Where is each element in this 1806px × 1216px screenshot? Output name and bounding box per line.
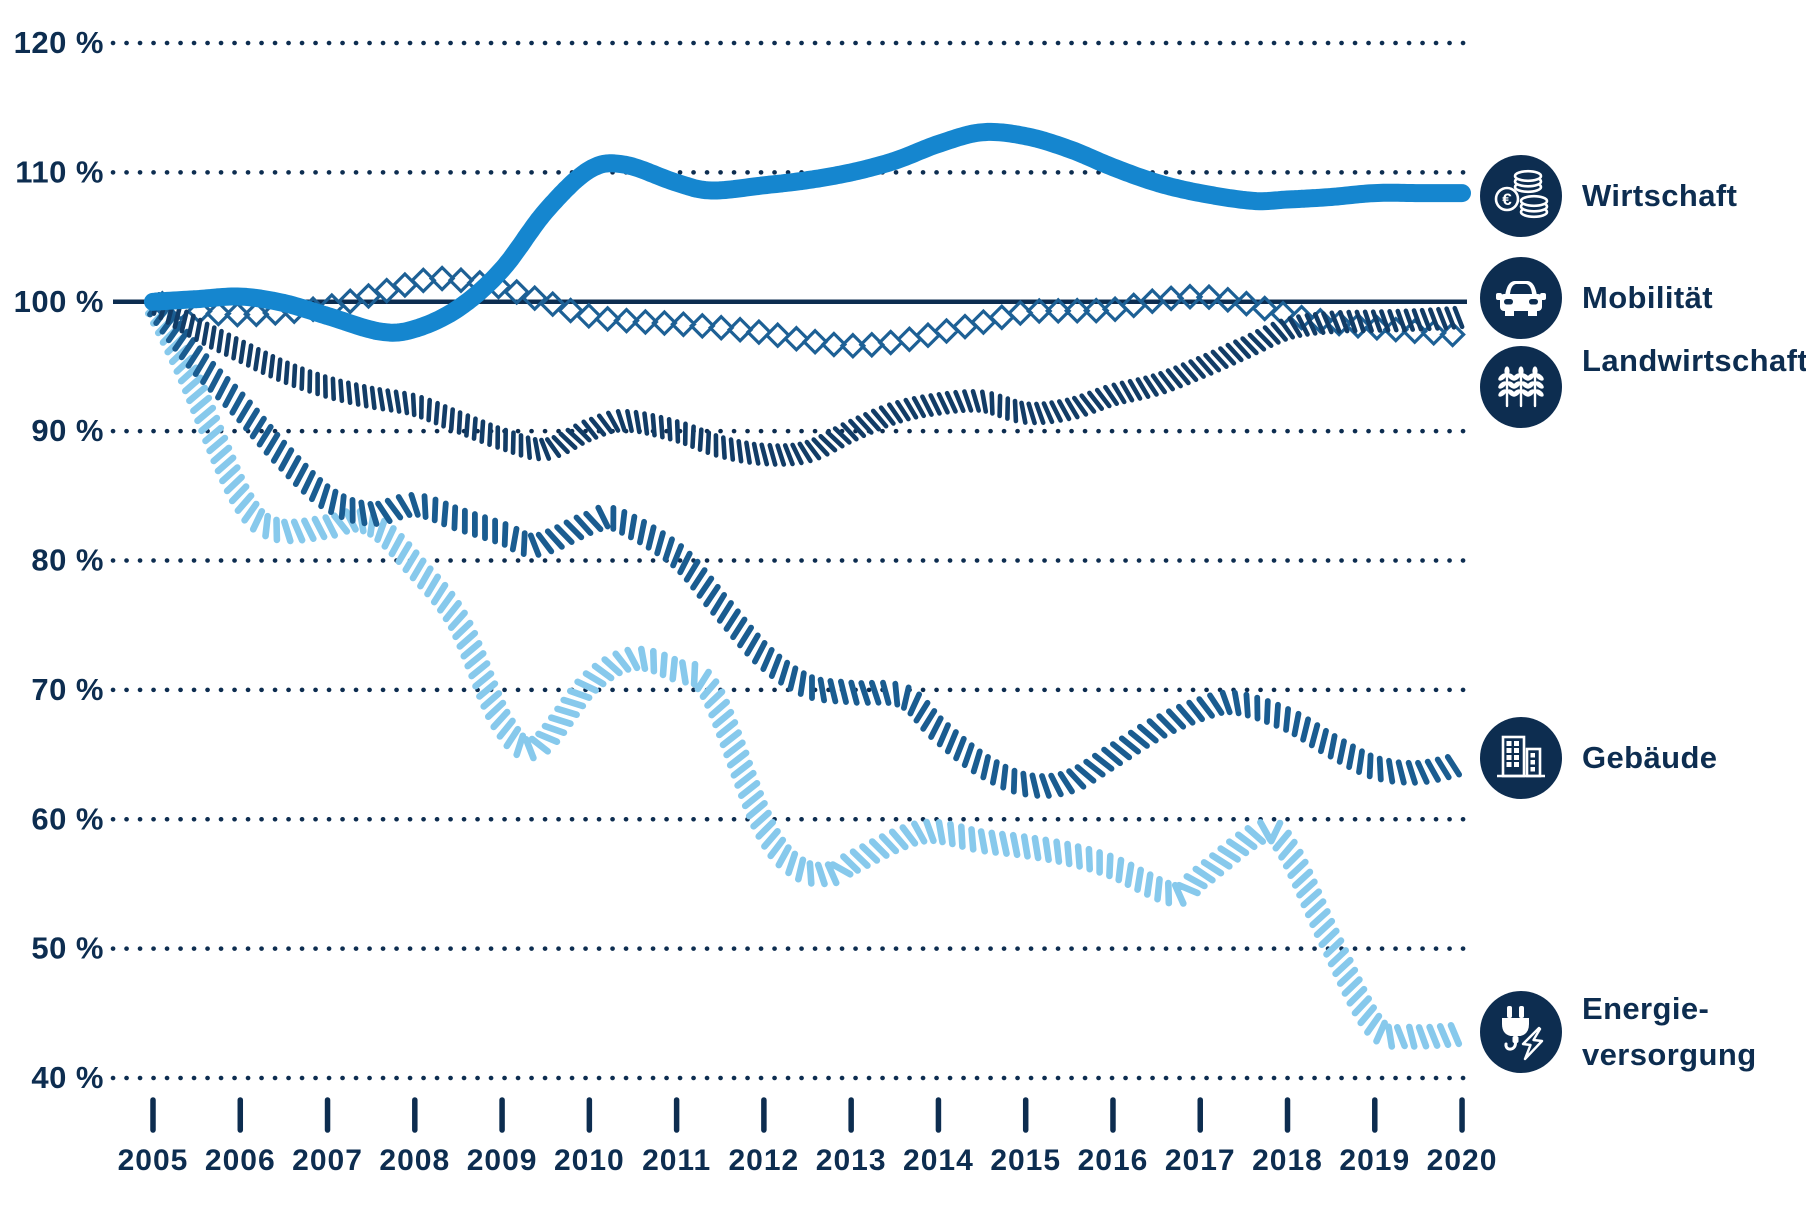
svg-text:€: € [1502, 190, 1512, 209]
legend-item-wirtschaft: € Wirtschaft [1480, 155, 1737, 237]
x-axis-label-2017: 2017 [1165, 1144, 1236, 1177]
x-axis-label-2020: 2020 [1427, 1144, 1498, 1177]
legend-item-landwirtschaft: Landwirtschaft [1480, 343, 1806, 428]
y-axis-label-80: 80 % [31, 543, 104, 578]
legend-label-energieversorgung: Energie- versorgung [1582, 986, 1757, 1078]
legend-label-line-2: versorgung [1582, 1037, 1757, 1072]
x-axis-label-2010: 2010 [554, 1144, 625, 1177]
y-axis-label-50: 50 % [31, 931, 104, 966]
x-axis-label-2014: 2014 [903, 1144, 974, 1177]
legend-item-mobilitaet: Mobilität [1480, 257, 1713, 339]
x-axis-label-2012: 2012 [729, 1144, 800, 1177]
x-axis-label-2013: 2013 [816, 1144, 887, 1177]
legend-label-landwirtschaft: Landwirtschaft [1582, 343, 1806, 378]
legend-item-energieversorgung: Energie- versorgung [1480, 991, 1757, 1073]
building-icon [1480, 717, 1562, 799]
legend-label-gebaeude: Gebäude [1582, 740, 1718, 775]
legend-label-mobilitaet: Mobilität [1582, 280, 1714, 315]
x-axis-label-2005: 2005 [118, 1144, 189, 1177]
y-axis-label-100: 100 % [14, 284, 104, 319]
y-axis-label-70: 70 % [31, 672, 104, 707]
y-axis-label-110: 110 % [15, 154, 104, 189]
x-axis-label-2018: 2018 [1252, 1144, 1323, 1177]
x-axis-label-2006: 2006 [205, 1144, 276, 1177]
x-axis-label-2016: 2016 [1078, 1144, 1149, 1177]
series-gebude-line [147, 294, 1462, 799]
x-axis-label-2008: 2008 [379, 1144, 450, 1177]
legend-label-line-1: Energie- [1582, 991, 1710, 1026]
legend-label-wirtschaft: Wirtschaft [1582, 178, 1738, 213]
power-plug-icon [1480, 991, 1562, 1073]
y-axis-label-120: 120 % [14, 25, 104, 60]
y-axis-label-40: 40 % [31, 1060, 104, 1095]
wheat-icon [1480, 346, 1562, 428]
x-axis-label-2007: 2007 [292, 1144, 363, 1177]
legend-item-gebaeude: Gebäude [1480, 717, 1717, 799]
x-axis-label-2015: 2015 [990, 1144, 1061, 1177]
y-axis-label-60: 60 % [31, 801, 104, 836]
y-axis-label-90: 90 % [31, 413, 104, 448]
coins-euro-icon: € [1480, 155, 1562, 237]
car-icon [1480, 257, 1562, 339]
x-axis-label-2019: 2019 [1339, 1144, 1410, 1177]
series-wirtschaft-line [144, 122, 1471, 342]
x-axis-label-2009: 2009 [467, 1144, 538, 1177]
x-axis-label-2011: 2011 [642, 1144, 711, 1177]
